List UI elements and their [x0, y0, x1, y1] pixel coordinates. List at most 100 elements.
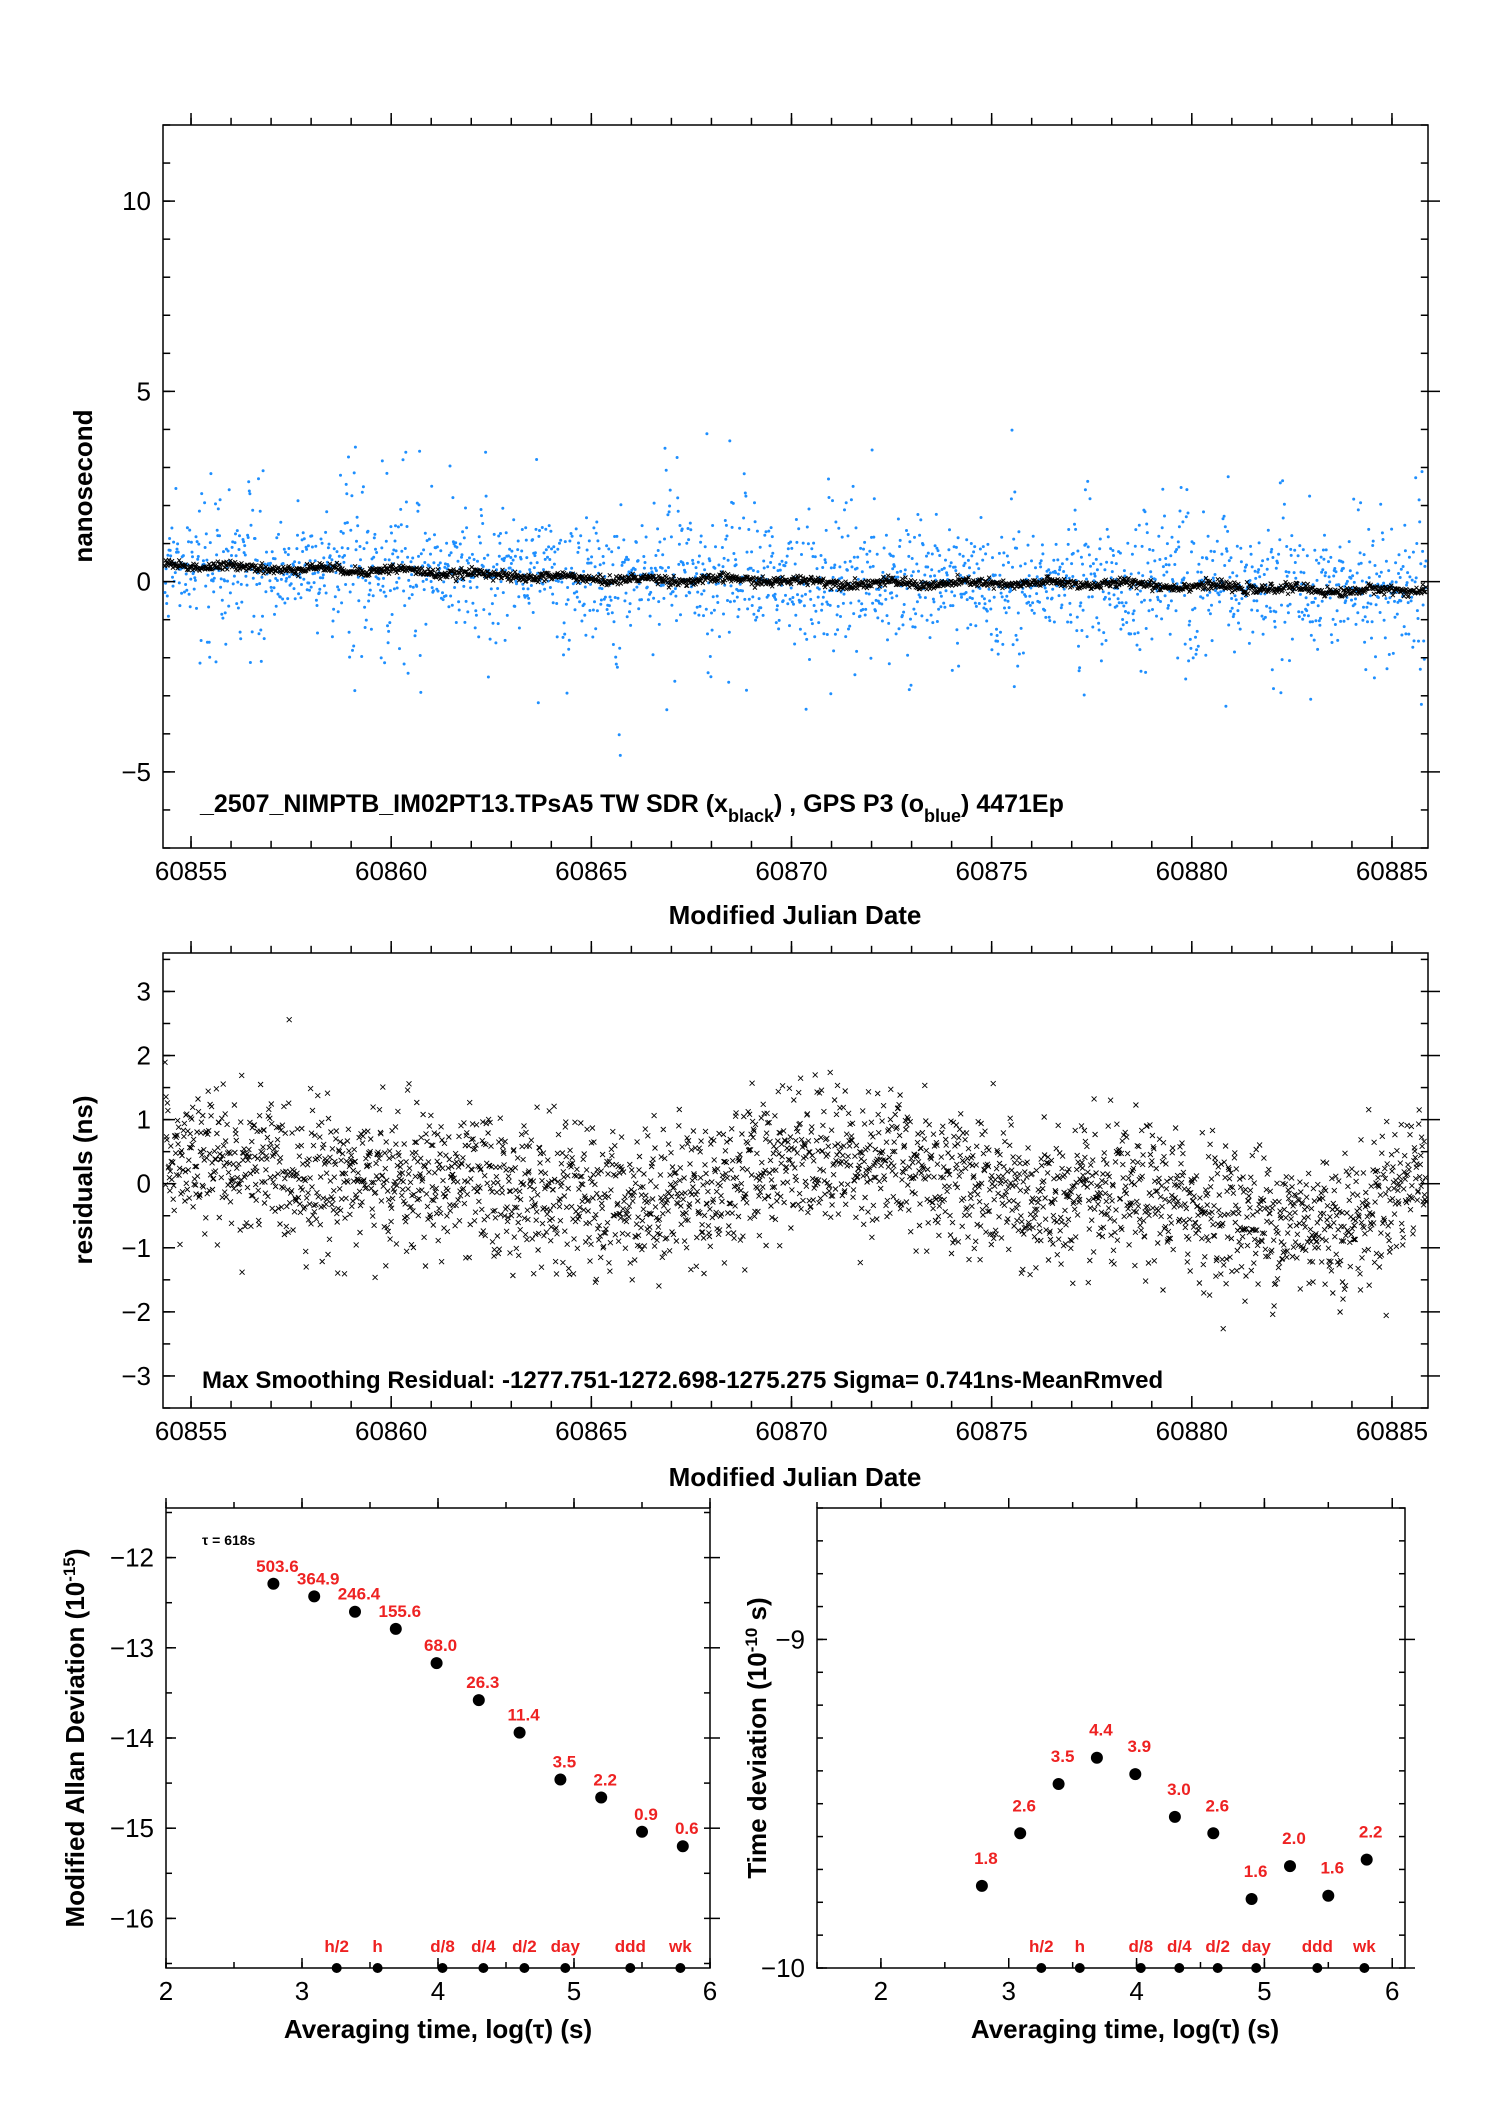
- gps-point: [1027, 600, 1031, 604]
- gps-point: [295, 547, 299, 551]
- gps-point: [1062, 570, 1066, 573]
- gps-point: [289, 582, 293, 586]
- gps-point: [1026, 543, 1030, 547]
- gps-point: [857, 599, 861, 603]
- gps-point: [1200, 556, 1204, 560]
- gps-point: [657, 622, 661, 626]
- gps-point: [755, 529, 759, 533]
- tw-point: [769, 583, 775, 589]
- gps-point: [903, 572, 907, 576]
- gps-point: [966, 626, 970, 630]
- gps-point: [589, 582, 592, 586]
- gps-point: [1066, 620, 1070, 624]
- gps-point: [954, 569, 958, 573]
- gps-point: [406, 671, 410, 675]
- gps-point: [1401, 565, 1405, 568]
- gps-point: [169, 554, 173, 558]
- gps-point: [292, 564, 295, 567]
- tw-point: [232, 559, 238, 565]
- gps-point: [246, 536, 250, 539]
- gps-point: [321, 573, 325, 577]
- gps-point: [1368, 594, 1372, 598]
- gps-point: [588, 609, 592, 612]
- gps-point: [363, 626, 367, 629]
- gps-point: [773, 592, 777, 596]
- gps-point: [603, 595, 607, 599]
- gps-point: [174, 487, 178, 490]
- gps-point: [878, 601, 881, 605]
- gps-point: [243, 544, 247, 548]
- gps-point: [726, 599, 729, 602]
- gps-point: [1356, 611, 1360, 615]
- gps-point: [354, 548, 358, 552]
- gps-point: [783, 564, 787, 568]
- gps-point: [1399, 599, 1403, 603]
- gps-point: [874, 598, 878, 602]
- gps-point: [380, 459, 384, 463]
- gps-point: [448, 464, 452, 468]
- gps-point: [1324, 548, 1328, 552]
- gps-point: [820, 608, 824, 612]
- gps-point: [1069, 620, 1073, 624]
- gps-point: [1306, 614, 1310, 618]
- gps-point: [1206, 593, 1209, 597]
- gps-point: [383, 661, 387, 665]
- gps-point: [235, 529, 239, 533]
- gps-point: [1381, 538, 1385, 541]
- gps-point: [584, 633, 588, 637]
- gps-point: [995, 627, 998, 631]
- gps-point: [593, 565, 597, 569]
- gps-point: [1091, 562, 1095, 566]
- gps-point: [408, 584, 412, 588]
- gps-point: [816, 595, 820, 599]
- gps-point: [312, 581, 316, 585]
- gps-point: [1304, 596, 1308, 600]
- gps-point: [486, 675, 490, 679]
- gps-point: [423, 531, 427, 535]
- gps-point: [1379, 570, 1383, 574]
- gps-point: [1371, 544, 1375, 547]
- gps-point: [1027, 574, 1031, 578]
- gps-point: [466, 561, 470, 565]
- gps-point: [1316, 647, 1320, 651]
- gps-point: [340, 601, 344, 605]
- tw-point: [869, 583, 874, 589]
- tw-point: [1112, 584, 1118, 590]
- gps-point: [1099, 659, 1103, 663]
- gps-point: [929, 613, 933, 617]
- gps-point: [906, 653, 910, 657]
- gps-point: [726, 558, 730, 562]
- gps-point: [279, 577, 283, 581]
- gps-point: [957, 664, 961, 668]
- gps-point: [627, 570, 631, 574]
- gps-point: [580, 619, 584, 623]
- gps-point: [592, 526, 596, 530]
- gps-point: [571, 582, 575, 586]
- gps-point: [762, 566, 766, 570]
- gps-point: [1204, 653, 1208, 657]
- gps-point: [696, 560, 700, 564]
- gps-point: [223, 579, 227, 583]
- gps-point: [1065, 574, 1068, 578]
- gps-point: [1302, 613, 1306, 617]
- gps-point: [1173, 563, 1177, 566]
- gps-point: [562, 621, 566, 625]
- gps-point: [756, 570, 760, 574]
- gps-point: [864, 607, 868, 611]
- gps-point: [715, 594, 719, 598]
- tw-point: [259, 560, 265, 566]
- gps-point: [1358, 551, 1362, 555]
- gps-point: [1405, 583, 1408, 587]
- gps-point: [1120, 601, 1124, 605]
- gps-point: [249, 523, 253, 527]
- gps-point: [1084, 542, 1088, 546]
- tw-point: [966, 575, 971, 580]
- tw-point: [183, 562, 188, 567]
- gps-point: [317, 591, 321, 595]
- gps-point: [930, 552, 934, 556]
- gps-point: [1177, 545, 1181, 549]
- gps-point: [421, 579, 425, 583]
- gps-point: [955, 628, 959, 632]
- gps-point: [390, 531, 393, 535]
- gps-point: [1322, 557, 1326, 561]
